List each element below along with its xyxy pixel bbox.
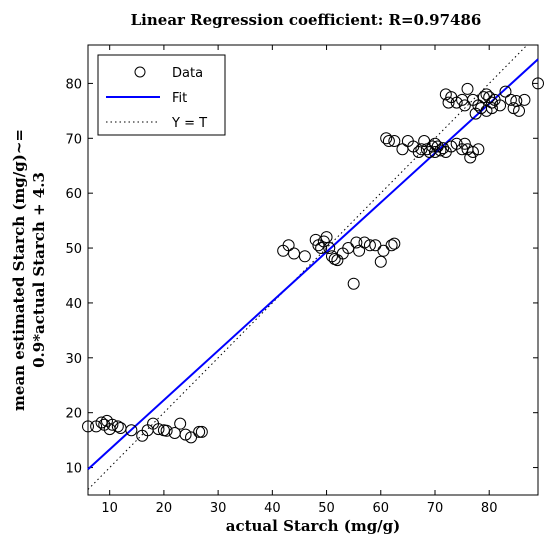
data-point: [174, 417, 187, 430]
data-point: [82, 420, 94, 433]
y-tick-label: 20: [65, 407, 82, 422]
data-point: [532, 77, 544, 90]
data-point: [309, 233, 322, 246]
data-point: [420, 143, 433, 156]
data-point: [288, 247, 301, 260]
data-point: [415, 143, 428, 156]
data-point: [485, 102, 498, 115]
x-tick-label: 60: [372, 501, 389, 516]
data-point: [480, 104, 493, 117]
x-tick-label: 70: [427, 501, 444, 516]
fit-line: [87, 58, 539, 470]
data-point: [445, 140, 458, 153]
y-tick-label: 40: [65, 297, 82, 312]
data-point: [385, 239, 398, 252]
data-point: [369, 239, 382, 252]
data-point: [472, 99, 485, 112]
data-point: [350, 236, 363, 249]
data-point: [480, 88, 493, 101]
data-point: [458, 99, 471, 112]
data-point: [464, 151, 477, 164]
x-tick-label: 40: [264, 501, 281, 516]
data-point: [456, 143, 469, 156]
data-point: [111, 420, 124, 433]
data-point: [382, 135, 395, 148]
data-point: [483, 91, 496, 104]
data-points: [82, 77, 544, 444]
y-tick-label: 30: [65, 352, 82, 367]
data-point: [125, 424, 138, 437]
axis-ticks: 10 20 30 40 50 60 70 80 10 20 30 40 50 60 70 80: [65, 45, 538, 516]
data-point: [431, 140, 444, 153]
data-point: [179, 428, 192, 441]
data-point: [442, 96, 455, 109]
x-tick-label: 10: [101, 501, 118, 516]
data-point: [358, 236, 371, 249]
chart-title: Linear Regression coefficient: R=0.97486: [131, 11, 482, 29]
data-point: [437, 142, 450, 155]
y-tick-label: 80: [65, 77, 82, 92]
data-point: [298, 250, 311, 263]
y-tick-label: 60: [65, 187, 82, 202]
y-axis-label-line2: 0.9*actual Starch + 4.3: [30, 172, 48, 368]
legend-data-label: Data: [172, 66, 203, 81]
x-tick-label: 20: [156, 501, 173, 516]
y-axis-label-line1: mean estimated Starch (mg/g)~=: [10, 129, 28, 411]
x-tick-label: 80: [481, 501, 498, 516]
data-point: [472, 143, 485, 156]
y-tick-label: 70: [65, 132, 82, 147]
data-point: [450, 96, 463, 109]
data-point: [347, 277, 360, 290]
legend-identity-label: Y = T: [171, 116, 207, 131]
data-point: [315, 242, 328, 255]
data-point: [342, 242, 355, 255]
identity-line: [87, 44, 528, 490]
legend-fit-label: Fit: [172, 91, 187, 106]
y-axis-label: mean estimated Starch (mg/g)~= 0.9*actua…: [10, 129, 48, 411]
legend-box: [97, 54, 226, 136]
data-point: [377, 244, 390, 257]
data-point: [106, 418, 119, 431]
data-point: [320, 231, 333, 244]
x-tick-label: 30: [210, 501, 227, 516]
data-point: [323, 242, 336, 255]
legend-data-marker: [134, 66, 146, 78]
data-point: [353, 244, 366, 257]
data-point: [504, 93, 517, 106]
data-point: [363, 239, 376, 252]
data-point: [152, 423, 165, 436]
data-point: [388, 135, 401, 148]
data-point: [513, 104, 526, 117]
data-point: [434, 144, 447, 157]
data-point: [388, 237, 401, 250]
data-point: [374, 255, 387, 268]
data-point: [282, 239, 295, 252]
data-point: [380, 132, 393, 145]
data-point: [193, 425, 206, 438]
data-point: [494, 99, 507, 112]
data-point: [466, 146, 479, 159]
x-tick-label: 50: [318, 501, 335, 516]
x-axis-label: actual Starch (mg/g): [226, 517, 401, 535]
data-point: [485, 96, 498, 109]
data-point: [458, 137, 471, 150]
data-point: [185, 431, 198, 444]
data-point: [418, 135, 431, 148]
data-point: [396, 143, 409, 156]
data-point: [499, 85, 512, 98]
legend: Data Fit Y = T: [97, 54, 226, 136]
data-point: [160, 424, 173, 437]
data-point: [518, 93, 531, 106]
y-tick-label: 10: [65, 462, 82, 477]
data-point: [195, 425, 208, 438]
data-point: [507, 102, 520, 115]
y-tick-label: 50: [65, 242, 82, 257]
data-point: [461, 82, 474, 95]
data-point: [439, 88, 452, 101]
data-point: [477, 91, 490, 104]
